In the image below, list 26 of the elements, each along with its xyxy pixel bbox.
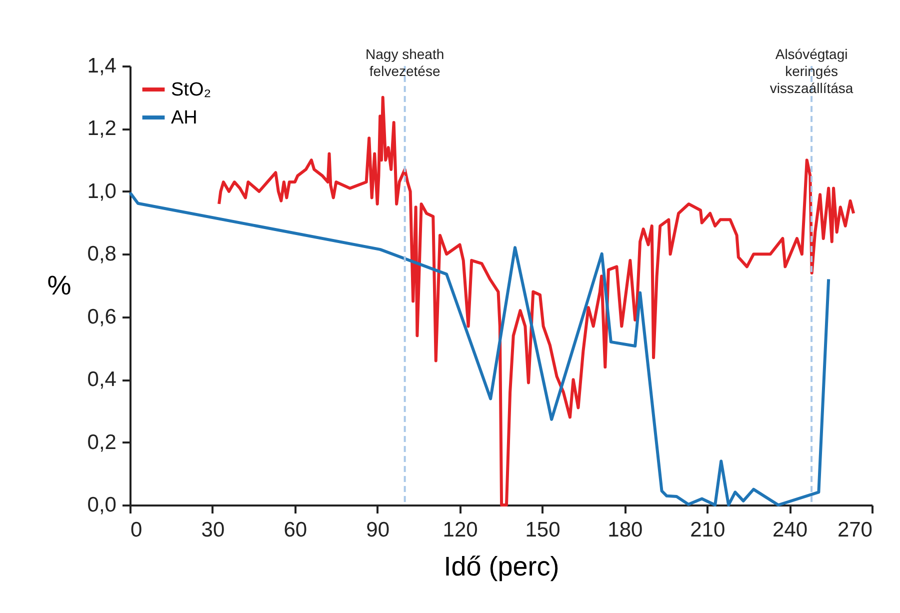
x-tick-label: 240 <box>772 518 808 542</box>
y-tick-label: 0,2 <box>87 430 116 454</box>
y-tick-label: 1,0 <box>87 180 116 203</box>
y-tick-label: 0,8 <box>87 242 116 266</box>
ref-line-label: Alsóvégtagi keringés visszaállítása <box>770 46 854 96</box>
ref-line-label: Nagy sheath felvezetése <box>366 46 444 79</box>
y-tick-label: 0,4 <box>87 368 117 392</box>
legend-label: AH <box>171 108 198 128</box>
y-tick-label: 1,4 <box>87 54 117 78</box>
y-tick-label: 0,0 <box>87 494 116 516</box>
x-tick-label: 180 <box>608 518 643 542</box>
x-tick-label: 90 <box>366 518 390 542</box>
x-tick-label: 210 <box>690 518 726 542</box>
legend-label: StO₂ <box>171 80 212 100</box>
x-axis-title: Idő (perc) <box>444 552 560 582</box>
x-tick-label: 120 <box>442 518 478 542</box>
x-tick-label: 30 <box>201 518 225 542</box>
y-tick-label: 0,6 <box>87 305 116 328</box>
x-tick-label: 150 <box>525 518 560 542</box>
x-tick-label: 0 <box>130 518 142 542</box>
y-tick-label: 1,2 <box>87 117 116 140</box>
line-series <box>218 96 856 506</box>
line-series <box>128 191 830 506</box>
x-tick-label: 60 <box>284 518 308 542</box>
x-tick-label: 270 <box>837 518 872 542</box>
y-axis-title: % <box>47 270 72 300</box>
